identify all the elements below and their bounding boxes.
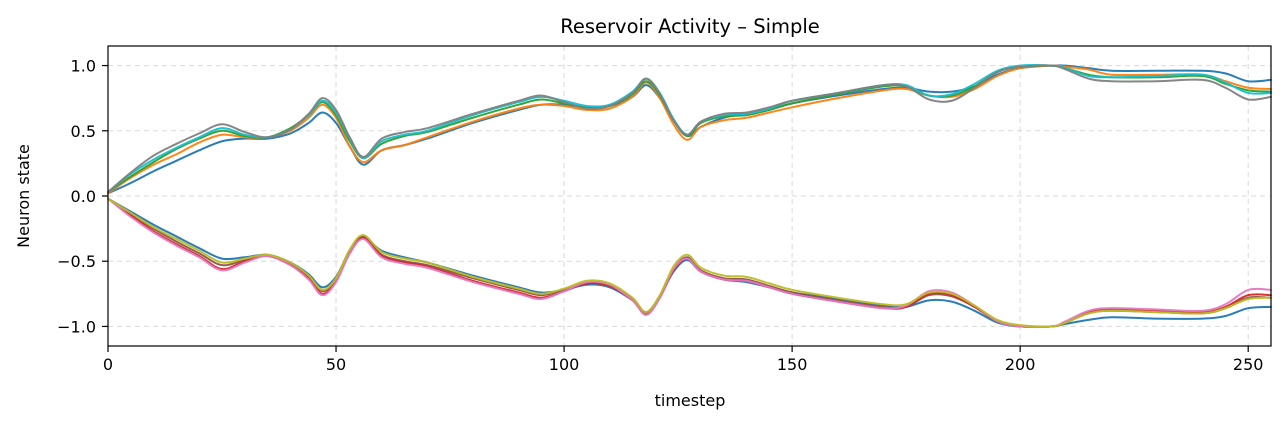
y-tick-label: −1.0 <box>57 317 96 336</box>
y-tick-label: 0.5 <box>71 122 96 141</box>
y-axis: 1.0 0.5 0.0 −0.5 −1.0 <box>57 57 108 336</box>
y-tick-label: 0.0 <box>71 187 96 206</box>
x-axis-label: timestep <box>655 391 726 410</box>
x-tick-label: 150 <box>777 355 808 374</box>
y-tick-label: −0.5 <box>57 252 96 271</box>
x-tick-label: 0 <box>103 355 113 374</box>
series-line-4 <box>107 64 1272 194</box>
series-line-9 <box>107 197 1272 328</box>
y-tick-label: 1.0 <box>71 57 96 76</box>
series-lines <box>107 64 1272 329</box>
x-tick-label: 200 <box>1005 355 1036 374</box>
grid <box>107 46 1271 346</box>
x-axis: 0 50 100 150 200 250 <box>103 346 1264 374</box>
x-tick-label: 250 <box>1233 355 1264 374</box>
x-tick-label: 50 <box>326 355 346 374</box>
chart-title: Reservoir Activity – Simple <box>560 15 820 38</box>
y-axis-label: Neuron state <box>14 144 33 248</box>
x-tick-label: 100 <box>549 355 580 374</box>
